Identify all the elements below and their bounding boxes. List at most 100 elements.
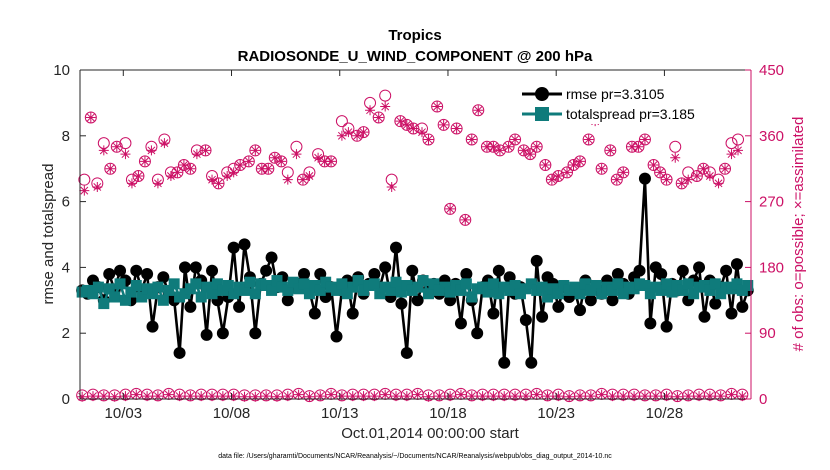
spread-point (271, 275, 283, 287)
assimilated-obs-marker (174, 391, 185, 402)
assimilated-obs-marker (228, 167, 239, 178)
spread-point (195, 291, 207, 303)
assimilated-obs-marker (358, 391, 369, 402)
assimilated-obs-marker (733, 145, 744, 156)
rmse-point (146, 320, 159, 333)
possible-obs-marker (732, 133, 745, 146)
assimilated-obs-marker (92, 181, 103, 192)
assimilated-obs-marker (525, 149, 536, 160)
spread-point (119, 294, 131, 306)
rmse-point (633, 264, 646, 277)
legend-rmse-marker (535, 87, 549, 101)
assimilated-obs-marker (250, 145, 261, 156)
assimilated-obs-marker (222, 171, 233, 182)
spread-point (455, 284, 467, 296)
assimilated-obs-marker (466, 134, 477, 145)
assimilated-obs-marker (191, 149, 202, 160)
rmse-point (519, 314, 532, 327)
spread-point (298, 278, 310, 290)
assimilated-obs-marker (694, 391, 705, 402)
possible-obs-marker (171, 166, 184, 179)
spread-point (125, 286, 137, 298)
assimilated-obs-marker (423, 391, 434, 402)
spread-point (715, 288, 727, 300)
assimilated-obs-marker (391, 391, 402, 402)
possible-obs-marker (431, 100, 444, 113)
assimilated-obs-marker (85, 112, 96, 123)
rmse-point (487, 307, 500, 320)
possible-obs-marker (212, 177, 225, 190)
assimilated-obs-marker (691, 171, 702, 182)
assimilated-obs-marker (250, 391, 261, 402)
rmse-point (265, 251, 278, 264)
assimilated-obs-marker (185, 391, 196, 402)
rmse-point (725, 307, 738, 320)
possible-obs-marker (275, 155, 288, 168)
assimilated-obs-marker (704, 391, 715, 402)
rmse-point (536, 310, 549, 323)
legend-spread-label: totalspread pr=3.185 (566, 106, 695, 122)
spread-point (266, 284, 278, 296)
assimilated-obs-marker (282, 391, 293, 402)
spread-point (709, 278, 721, 290)
assimilated-obs-marker (207, 174, 218, 185)
spread-point (395, 286, 407, 298)
spread-point (249, 288, 261, 300)
left-y-tick-label: 6 (62, 194, 70, 211)
assimilated-obs-marker (585, 391, 596, 402)
assimilated-obs-marker (213, 178, 224, 189)
assimilated-obs-marker (146, 145, 157, 156)
assimilated-obs-marker (629, 391, 640, 402)
assimilated-obs-marker (488, 391, 499, 402)
rmse-point (238, 238, 251, 251)
spread-point (114, 278, 126, 290)
assimilated-obs-marker (133, 171, 144, 182)
x-tick-label: 10/03 (105, 405, 143, 422)
rmse-point (346, 307, 359, 320)
possible-obs-marker (669, 140, 682, 153)
assimilated-obs-marker (313, 152, 324, 163)
spread-point (201, 281, 213, 293)
assimilated-obs-marker (583, 134, 594, 145)
spread-point (682, 278, 694, 290)
x-tick-label: 10/28 (646, 405, 684, 422)
spread-point (287, 276, 299, 288)
possible-obs-marker (660, 173, 673, 186)
rmse-point (395, 297, 408, 310)
assimilated-obs-marker (256, 163, 267, 174)
assimilated-obs-marker (98, 145, 109, 156)
assimilated-obs-marker (531, 389, 542, 400)
spread-point (244, 276, 256, 288)
possible-obs-marker (604, 144, 617, 157)
assimilated-obs-marker (159, 138, 170, 149)
assimilated-obs-marker (540, 160, 551, 171)
rmse-point (498, 356, 511, 369)
spread-point (147, 288, 159, 300)
assimilated-obs-marker (196, 391, 207, 402)
possible-obs-marker (296, 173, 309, 186)
rmse-point (103, 267, 116, 280)
assimilated-obs-marker (235, 160, 246, 171)
assimilated-obs-marker (358, 127, 369, 138)
assimilated-obs-marker (455, 389, 466, 400)
assimilated-obs-marker (650, 391, 661, 402)
possible-obs-marker (132, 170, 145, 183)
assimilated-obs-marker (373, 112, 384, 123)
assimilated-obs-marker (713, 178, 724, 189)
spread-point (417, 275, 429, 287)
rmse-point (655, 267, 668, 280)
legend-rmse-label: rmse pr=3.3105 (566, 86, 665, 102)
assimilated-obs-marker (380, 101, 391, 112)
rmse-point (736, 300, 749, 313)
left-y-tick-label: 10 (53, 62, 70, 79)
assimilated-obs-marker (77, 391, 88, 402)
spread-point (552, 288, 564, 300)
possible-obs-marker (675, 177, 688, 190)
assimilated-obs-marker (165, 171, 176, 182)
possible-obs-marker (325, 155, 338, 168)
assimilated-obs-marker (661, 391, 672, 402)
spread-point (612, 278, 624, 290)
rmse-point (460, 267, 473, 280)
assimilated-obs-marker (163, 389, 174, 400)
